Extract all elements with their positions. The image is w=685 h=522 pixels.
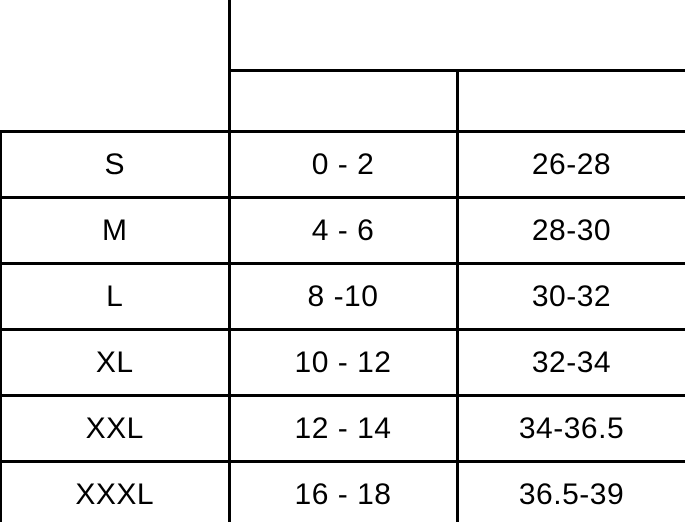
cell-waist-size: 10 - 12 — [227, 328, 459, 397]
cell-waist-size: 16 - 18 — [227, 460, 459, 522]
cell-waist-inch: 34-36.5 — [455, 394, 685, 463]
table-row: M 4 - 6 28-30 — [0, 196, 685, 265]
cell-size: L — [0, 262, 231, 331]
cell-waist-inch: 32-34 — [455, 328, 685, 397]
table-row: XL 10 - 12 32-34 — [0, 328, 685, 397]
table-row: L 8 -10 30-32 — [0, 262, 685, 331]
cell-waist-inch: 30-32 — [455, 262, 685, 331]
cell-size: S — [0, 130, 231, 199]
table-header: Size Waist Size INCH — [1, 1, 685, 133]
header-waist-group: Waist — [227, 1, 685, 72]
cell-waist-inch: 28-30 — [455, 196, 685, 265]
cell-waist-size: 0 - 2 — [227, 130, 459, 199]
table-row: S 0 - 2 26-28 — [0, 130, 685, 199]
table-body: S 0 - 2 26-28 M 4 - 6 28-30 L 8 -10 30-3… — [0, 130, 685, 522]
cell-size: M — [0, 196, 231, 265]
cell-size: XL — [0, 328, 231, 397]
cell-waist-size: 12 - 14 — [227, 394, 459, 463]
header-row-primary: Size Waist — [1, 1, 685, 133]
header-size: Size — [1, 1, 231, 133]
cell-waist-inch: 36.5-39 — [455, 460, 685, 522]
cell-size: XXXL — [0, 460, 231, 522]
header-waist-size: Size — [228, 69, 459, 133]
cell-size: XXL — [0, 394, 231, 463]
cell-waist-inch: 26-28 — [455, 130, 685, 199]
cell-waist-size: 4 - 6 — [227, 196, 459, 265]
table-row: XXXL 16 - 18 36.5-39 — [0, 460, 685, 522]
header-waist-inch: INCH — [455, 69, 685, 133]
header-row-secondary: Size INCH — [1, 69, 685, 133]
cell-waist-size: 8 -10 — [227, 262, 459, 331]
table-row: XXL 12 - 14 34-36.5 — [0, 394, 685, 463]
